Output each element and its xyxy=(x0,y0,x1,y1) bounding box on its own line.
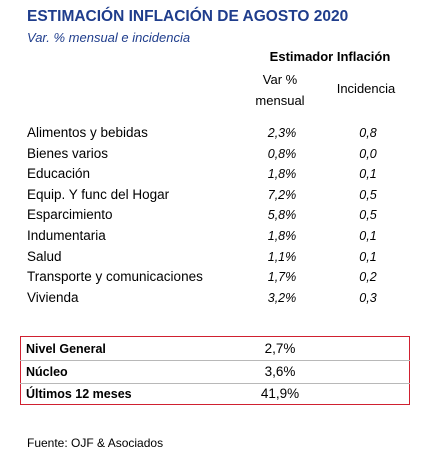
summary-value: 41,9% xyxy=(260,386,300,401)
summary-box xyxy=(20,336,410,405)
row-label: Alimentos y bebidas xyxy=(27,125,148,140)
cell-var: 1,8% xyxy=(267,229,297,243)
cell-incidence: 0,5 xyxy=(359,208,377,223)
column-header: Incidencia xyxy=(336,81,396,96)
cell-var: 0,8% xyxy=(267,146,297,161)
row-label: Vivienda xyxy=(27,289,79,305)
cell-var: 3,2% xyxy=(267,290,297,305)
cell-var: 1,7% xyxy=(267,270,297,285)
source: Fuente: OJF & Asociados xyxy=(27,436,164,450)
row-label: Indumentaria xyxy=(27,228,106,243)
summary-value: 3,6% xyxy=(264,363,296,379)
summary-label: Nivel General xyxy=(26,342,106,356)
row-label: Equip. Y func del Hogar xyxy=(27,186,170,202)
cell-var: 2,3% xyxy=(267,126,297,140)
cell-incidence: 0,1 xyxy=(359,229,377,243)
group-header: Estimador Inflación xyxy=(269,49,391,64)
row-label: Transporte y comunicaciones xyxy=(27,269,203,285)
cell-incidence: 0,0 xyxy=(359,146,377,161)
cell-incidence: 0,3 xyxy=(359,290,377,305)
cell-incidence: 0,1 xyxy=(359,167,377,182)
cell-var: 7,2% xyxy=(267,187,297,202)
row-label: Bienes varios xyxy=(27,145,109,161)
column-header: Var % mensual xyxy=(255,72,305,108)
cell-incidence: 0,5 xyxy=(359,187,377,202)
row-label: Educación xyxy=(27,166,91,182)
title: ESTIMACIÓN INFLACIÓN DE AGOSTO 2020 xyxy=(27,8,349,25)
summary-label: Núcleo xyxy=(26,364,68,379)
cell-var: 1,1% xyxy=(267,249,297,264)
row-label: Esparcimiento xyxy=(27,207,113,223)
cell-var: 5,8% xyxy=(267,208,297,223)
row-separator xyxy=(20,383,410,384)
cell-incidence: 0,2 xyxy=(359,270,377,285)
subtitle: Var. % mensual e incidencia xyxy=(27,30,191,45)
cell-var: 1,8% xyxy=(267,167,297,182)
cell-incidence: 0,8 xyxy=(359,126,377,140)
row-label: Salud xyxy=(27,248,62,264)
cell-incidence: 0,1 xyxy=(359,249,377,264)
row-separator xyxy=(20,360,410,361)
summary-label: Últimos 12 meses xyxy=(26,387,132,401)
summary-value: 2,7% xyxy=(264,341,296,356)
